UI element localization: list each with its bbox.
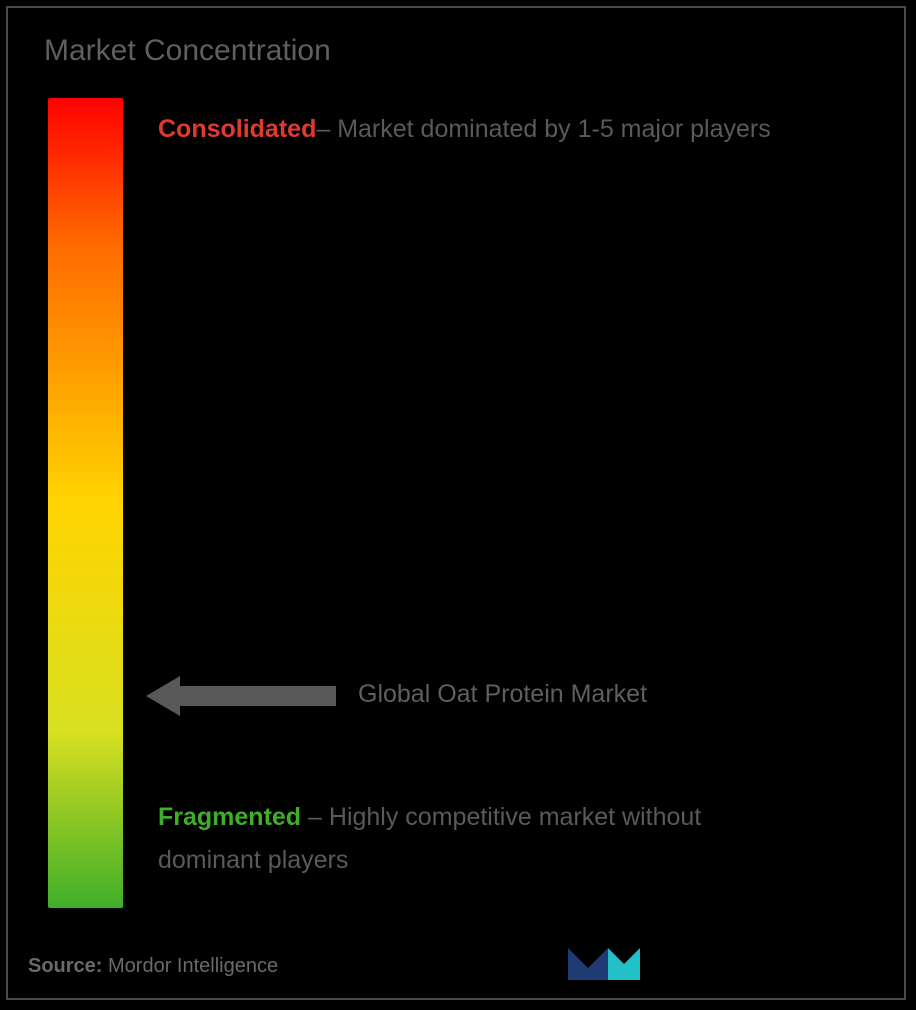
fragmented-desc-line2: dominant players xyxy=(158,846,348,874)
consolidated-keyword: Consolidated xyxy=(158,115,316,143)
source-attribution: Source: Mordor Intelligence xyxy=(28,955,278,978)
chart-title: Market Concentration xyxy=(44,34,331,68)
source-name: Mordor Intelligence xyxy=(102,955,278,977)
consolidated-desc: – Market dominated by 1-5 major players xyxy=(316,115,770,143)
market-pointer-arrow xyxy=(146,676,346,716)
source-prefix: Source: xyxy=(28,955,102,977)
arrow-shaft xyxy=(174,686,336,706)
consolidated-label-row: Consolidated– Market dominated by 1-5 ma… xyxy=(158,108,874,151)
fragmented-keyword: Fragmented xyxy=(158,803,301,831)
chart-frame: Market Concentration Consolidated– Marke… xyxy=(6,6,906,1000)
fragmented-label-row: Fragmented – Highly competitive market w… xyxy=(158,796,874,881)
mordor-logo-icon xyxy=(568,940,648,980)
market-name-label: Global Oat Protein Market xyxy=(358,680,647,709)
concentration-gradient-bar xyxy=(48,98,123,908)
fragmented-desc-line1: – Highly competitive market without xyxy=(301,803,701,831)
